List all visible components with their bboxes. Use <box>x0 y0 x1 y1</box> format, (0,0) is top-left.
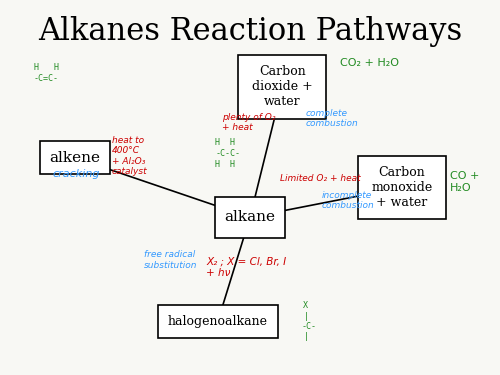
Text: Carbon
dioxide +
water: Carbon dioxide + water <box>252 66 312 108</box>
Text: X: X <box>303 302 308 310</box>
Text: alkene: alkene <box>50 151 100 165</box>
Text: |: | <box>304 332 310 341</box>
Text: Carbon
monoxide
+ water: Carbon monoxide + water <box>372 166 432 209</box>
Text: -C-C-: -C-C- <box>216 149 240 158</box>
Text: complete
combustion: complete combustion <box>306 109 358 128</box>
FancyBboxPatch shape <box>40 141 110 174</box>
Text: CO₂ + H₂O: CO₂ + H₂O <box>340 58 399 68</box>
Text: X₂ ; X = Cl, Br, I
+ hν: X₂ ; X = Cl, Br, I + hν <box>206 257 286 278</box>
Text: incomplete
combustion: incomplete combustion <box>322 191 374 210</box>
Text: H  H: H H <box>216 138 236 147</box>
FancyBboxPatch shape <box>216 197 284 238</box>
Text: CO +
H₂O: CO + H₂O <box>450 171 480 193</box>
Text: cracking: cracking <box>52 170 100 180</box>
Text: -C-: -C- <box>302 322 316 331</box>
Text: alkane: alkane <box>224 210 276 224</box>
Text: plenty of O₂
+ heat: plenty of O₂ + heat <box>222 112 276 132</box>
Text: H  H: H H <box>216 160 236 169</box>
Text: heat to
400°C
+ Al₂O₃
catalyst: heat to 400°C + Al₂O₃ catalyst <box>112 136 148 176</box>
Text: |: | <box>304 312 310 321</box>
Text: free radical
substitution: free radical substitution <box>144 251 198 270</box>
Text: -C=C-: -C=C- <box>34 74 58 83</box>
FancyBboxPatch shape <box>238 56 326 118</box>
Text: halogenoalkane: halogenoalkane <box>168 315 268 328</box>
Text: Alkanes Reaction Pathways: Alkanes Reaction Pathways <box>38 16 462 47</box>
FancyBboxPatch shape <box>358 156 446 219</box>
Text: H   H: H H <box>34 63 58 72</box>
Text: Limited O₂ + heat: Limited O₂ + heat <box>280 174 360 183</box>
FancyBboxPatch shape <box>158 305 278 338</box>
